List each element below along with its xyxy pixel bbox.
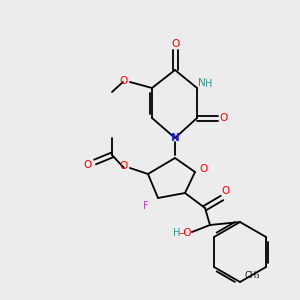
Text: CH₃: CH₃	[244, 271, 260, 280]
Text: F: F	[143, 201, 149, 211]
Text: O: O	[199, 164, 207, 174]
Text: O: O	[220, 113, 228, 123]
Text: O: O	[120, 76, 128, 86]
Text: O: O	[172, 39, 180, 49]
Text: N: N	[198, 78, 206, 88]
Text: O: O	[120, 161, 128, 171]
Text: N: N	[171, 133, 179, 143]
Text: O: O	[221, 186, 229, 196]
Text: H: H	[173, 228, 181, 238]
Text: –O: –O	[178, 228, 192, 238]
Text: H: H	[205, 79, 213, 89]
Text: O: O	[84, 160, 92, 170]
